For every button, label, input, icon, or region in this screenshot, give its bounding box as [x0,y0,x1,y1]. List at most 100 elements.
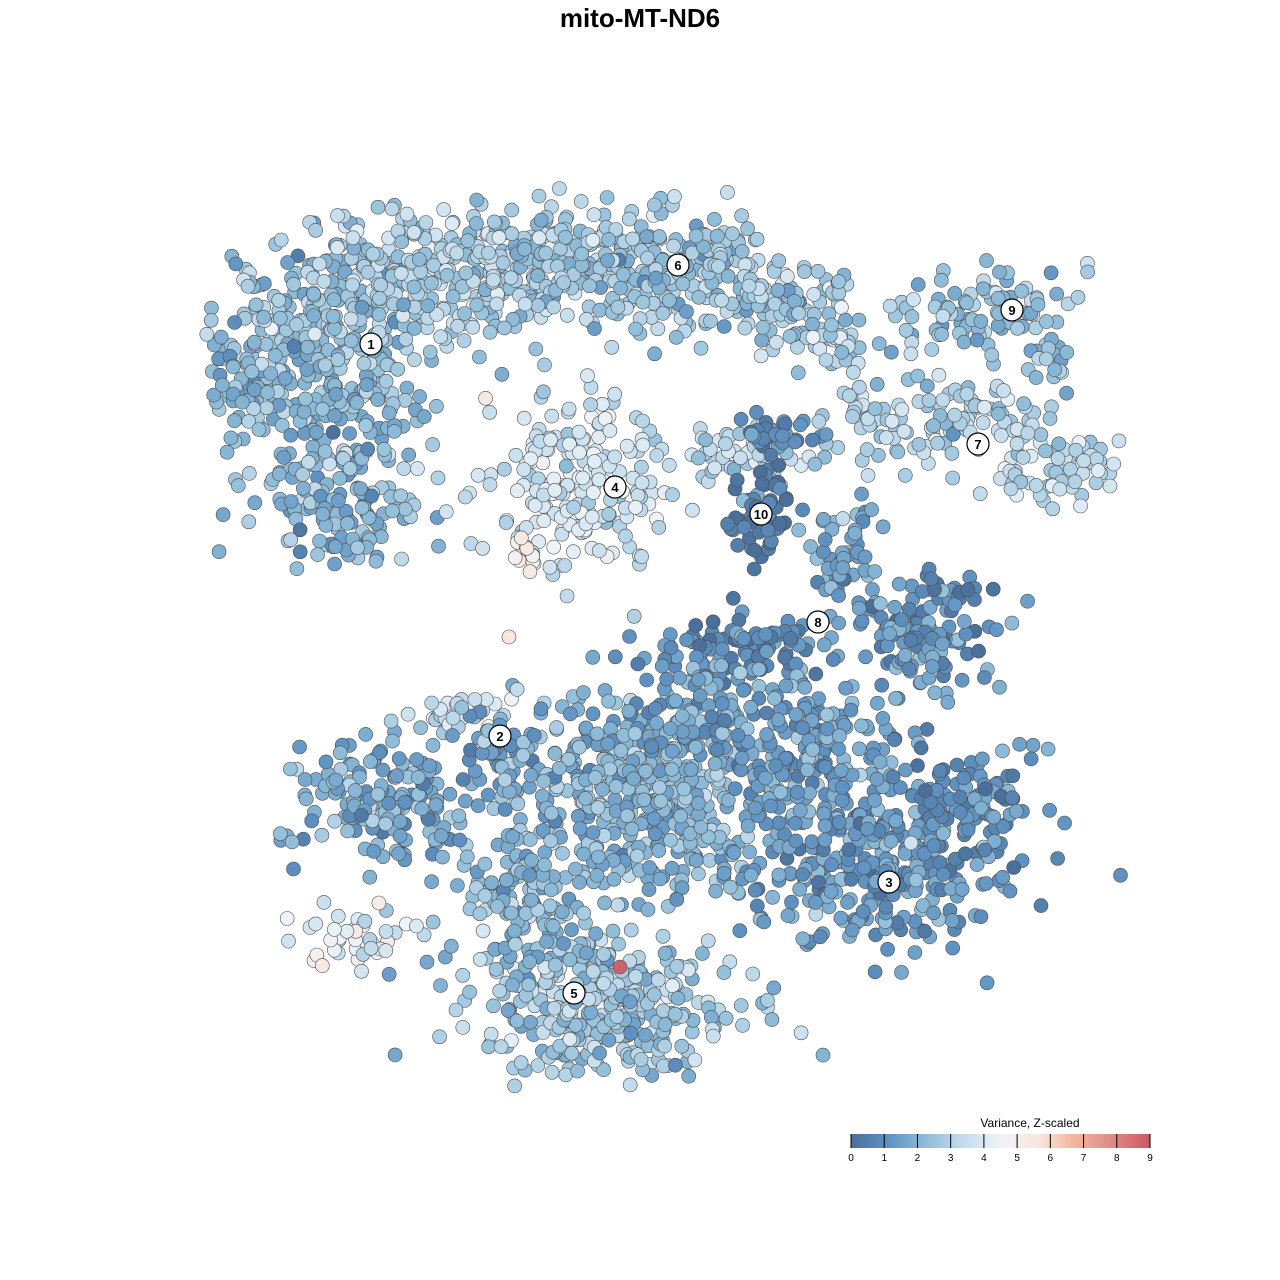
scatter-point [864,502,879,517]
scatter-point [235,394,250,410]
scatter-point [707,756,723,772]
scatter-point [691,866,706,882]
scatter-point [775,428,790,444]
scatter-point [301,454,316,470]
scatter-point [389,768,405,784]
scatter-point [969,857,985,872]
scatter-point [339,923,355,939]
scatter-point [353,481,368,496]
scatter-point [742,844,757,860]
scatter-point [469,297,485,313]
scatter-point [1090,463,1106,478]
scatter-point [747,543,763,558]
scatter-point [585,485,601,500]
scatter-point [959,295,974,311]
scatter-point [808,666,824,682]
scatter-point [576,685,591,700]
scatter-point [280,255,295,270]
scatter-point [504,202,520,218]
scatter-point [426,257,441,273]
scatter-point [1020,593,1035,609]
scatter-point [246,334,262,350]
scatter-point [536,513,552,529]
scatter-point [621,211,637,227]
scatter-point [673,808,689,824]
scatter-point [995,869,1011,885]
scatter-point [364,488,379,504]
scatter-point [935,636,950,652]
scatter-point [688,618,704,633]
scatter-point [482,324,498,340]
chart-title: mito-MT-ND6 [560,3,720,33]
scatter-point [952,805,968,820]
scatter-point [450,318,466,334]
scatter-point [935,308,951,324]
scatter-point [315,401,330,417]
scatter-point [679,632,694,648]
scatter-point [834,344,850,360]
scatter-point [779,492,794,508]
scatter-point [833,910,849,926]
scatter-point [392,814,408,829]
scatter-point [926,838,942,853]
scatter-point [399,206,415,222]
scatter-point [932,763,948,779]
scatter-point [978,781,993,797]
scatter-point [533,701,549,717]
scatter-point [811,875,826,890]
scatter-point [816,544,831,560]
scatter-point [693,819,709,835]
scatter-point [653,793,669,809]
scatter-point [669,892,685,907]
scatter-point [362,869,378,885]
scatter-point [474,745,490,761]
scatter-point [510,796,526,812]
scatter-point [482,404,498,420]
scatter-point [633,1052,649,1067]
scatter-point [1045,501,1060,517]
scatter-point [442,786,458,802]
scatter-point [838,680,853,696]
scatter-point [639,229,655,245]
scatter-point [897,648,913,663]
scatter-point [345,230,361,246]
scatter-point [485,272,501,288]
scatter-point [328,386,344,402]
cluster-label-text: 6 [674,258,681,273]
scatter-point [720,185,735,200]
scatter-point [875,519,891,535]
scatter-point [1029,478,1044,493]
scatter-point [608,222,624,237]
scatter-point [952,789,968,805]
scatter-point [571,424,587,440]
scatter-point [410,770,426,785]
scatter-point [475,923,491,939]
scatter-point [246,401,261,417]
scatter-point [322,456,337,472]
scatter-point [875,711,891,726]
scatter-point [425,914,441,930]
scatter-point [788,707,804,722]
scatter-point [531,230,547,245]
scatter-point [493,1039,509,1054]
scatter-point [445,289,461,305]
scatter-point [635,413,650,429]
scatter-point [585,649,601,665]
scatter-point [1052,481,1068,497]
scatter-point [522,832,538,847]
scatter-point [347,783,363,798]
scatter-point [714,696,730,712]
scatter-point [365,246,381,262]
scatter-point [422,758,437,773]
scatter-point [628,500,643,515]
scatter-point [399,380,415,396]
scatter-point [1004,790,1020,806]
scatter-point [247,495,263,511]
scatter-point [1073,498,1088,514]
scatter-point [443,938,459,954]
scatter-point [845,364,861,380]
scatter-point [481,245,496,261]
scatter-point [283,761,298,777]
scatter-point [933,272,949,288]
scatter-point [860,468,876,483]
